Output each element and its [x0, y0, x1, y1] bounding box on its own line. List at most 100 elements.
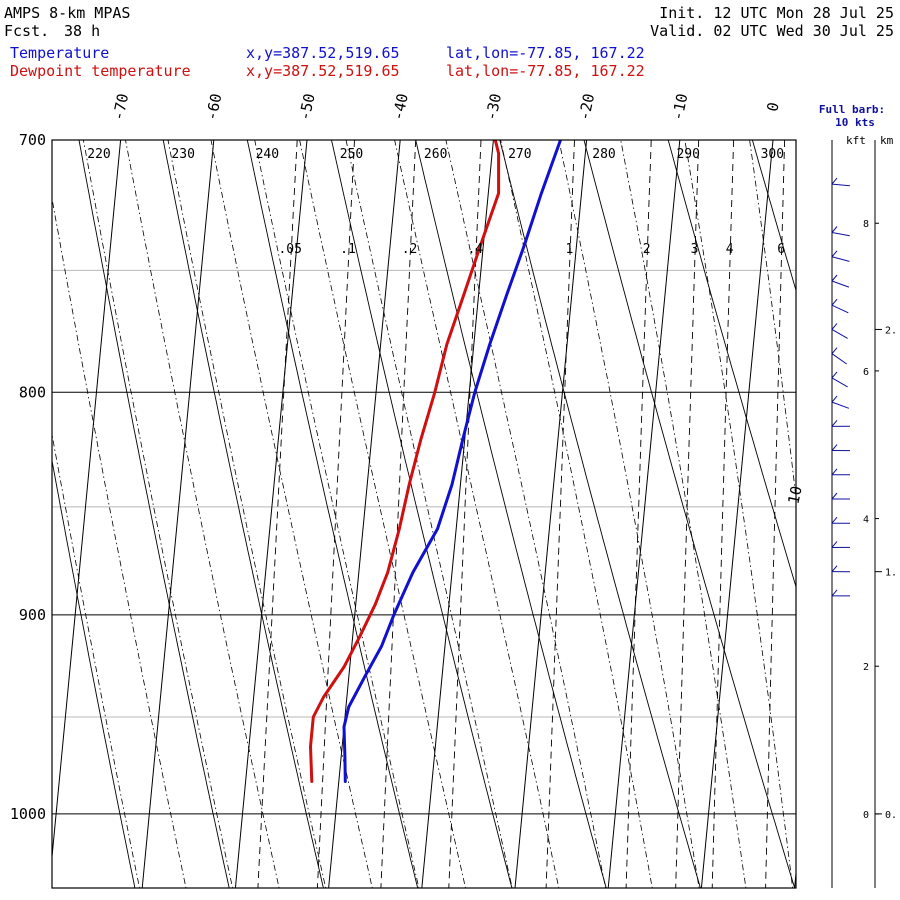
dry-adiabat-line — [331, 140, 513, 888]
mixing-ratio-label: 4 — [726, 242, 734, 257]
kft-axis-label: kft — [846, 134, 866, 147]
wind-barb-feather — [831, 347, 838, 355]
isotherm-line — [421, 140, 494, 888]
pressure-tick-label: 700 — [19, 131, 46, 149]
mixing-ratio-line — [711, 140, 735, 888]
isotherm-label: -10 — [668, 92, 691, 122]
saturated-adiabat-line — [167, 140, 327, 888]
mixing-ratio-line — [257, 140, 298, 888]
isotherm-line — [141, 140, 215, 888]
dry-adiabat-line — [78, 140, 230, 888]
wind-barb-feather — [831, 395, 838, 403]
isentrope-label: 280 — [592, 147, 615, 162]
wind-barb-feather — [831, 565, 838, 573]
dry-adiabat-line — [162, 140, 324, 888]
wind-barb — [831, 183, 850, 187]
wind-barb — [831, 353, 847, 365]
isotherm-label: -50 — [295, 92, 318, 122]
saturated-adiabat-line — [749, 140, 796, 501]
wind-barb — [831, 232, 850, 237]
wind-barb — [831, 256, 850, 262]
wind-barb-feather — [831, 419, 838, 427]
saturated-adiabat-line — [125, 140, 280, 888]
wind-barb-feather — [831, 274, 838, 282]
isotherm-line — [0, 140, 27, 888]
dry-adiabat-line — [828, 113, 900, 897]
saturated-adiabat-line — [558, 140, 700, 888]
saturated-adiabat-line — [345, 140, 513, 888]
pressure-tick-label: 1000 — [10, 805, 46, 823]
dry-adiabat-line — [52, 458, 136, 888]
isotherm-label: -60 — [202, 92, 225, 122]
wind-barb-feather — [831, 177, 838, 185]
wind-barb-feather — [831, 516, 838, 524]
km-axis-label: km — [880, 134, 894, 147]
wind-barb — [831, 377, 848, 388]
pressure-tick-label: 800 — [19, 383, 46, 401]
dry-adiabat-line — [583, 140, 796, 888]
kft-tick-label: 6 — [863, 367, 869, 378]
mixing-ratio-label: .05 — [278, 242, 301, 257]
saturated-adiabat-line — [299, 140, 466, 888]
legend-dewpoint-label: Dewpoint temperature — [10, 62, 191, 80]
isotherm-label: -30 — [482, 92, 505, 122]
wind-barb — [831, 329, 848, 339]
mixing-ratio-line — [316, 140, 355, 888]
kft-tick-label: 2 — [863, 662, 869, 673]
isotherm-label: -70 — [109, 92, 132, 122]
legend-temperature-label: Temperature — [10, 44, 110, 62]
km-tick-label: 1. — [885, 568, 897, 579]
wind-barb — [831, 304, 849, 314]
mixing-ratio-line — [380, 140, 417, 888]
wind-barb-feather — [831, 444, 838, 451]
mixing-ratio-label: 2 — [643, 242, 651, 257]
isotherm-line — [52, 140, 122, 862]
isotherm-line — [607, 140, 681, 888]
wind-barb-feather — [831, 589, 838, 597]
km-tick-label: 0. — [885, 810, 897, 821]
mixing-ratio-line — [765, 140, 786, 888]
kft-tick-label: 4 — [863, 515, 869, 526]
isotherm-line — [794, 868, 796, 888]
dry-adiabat-line — [499, 140, 701, 888]
saturated-adiabat-line — [394, 140, 560, 888]
wind-barb — [831, 401, 850, 409]
saturated-adiabat-line — [872, 113, 900, 897]
kft-tick-label: 0 — [863, 810, 869, 821]
wind-barb-feather — [831, 323, 838, 330]
isotherm-line — [514, 140, 588, 888]
dry-adiabat-line — [751, 140, 796, 292]
mixing-ratio-label: .4 — [467, 242, 483, 257]
temperature-profile-line — [342, 140, 562, 783]
km-tick-label: 2. — [885, 325, 897, 336]
model-title: AMPS 8-km MPAS — [4, 4, 131, 22]
isentrope-label: 300 — [761, 147, 784, 162]
saturated-adiabat-line — [52, 432, 140, 888]
wind-barb-feather — [831, 468, 838, 476]
legend-temperature-latlon: lat,lon=-77.85, 167.22 — [446, 44, 645, 62]
mixing-ratio-line — [545, 140, 575, 888]
saturated-adiabat-line — [684, 140, 794, 888]
barb-legend-line2: 10 kts — [835, 116, 875, 129]
saturated-adiabat-line — [500, 140, 653, 888]
mixing-ratio-label: 6 — [777, 242, 785, 257]
dry-adiabat-line — [246, 140, 419, 888]
dry-adiabat-line — [667, 140, 796, 589]
mixing-ratio-label: 3 — [691, 242, 699, 257]
wind-barb-feather — [831, 250, 838, 258]
isentrope-label: 260 — [424, 147, 447, 162]
legend-temperature-xy: x,y=387.52,519.65 — [246, 44, 400, 62]
forecast-label: Fcst. — [4, 22, 50, 40]
isentrope-label: 270 — [508, 147, 531, 162]
isentrope-label: 240 — [256, 147, 279, 162]
isentrope-label: 220 — [87, 147, 110, 162]
wind-barb-feather — [831, 371, 838, 379]
saturated-adiabat-line — [445, 140, 607, 888]
mixing-ratio-line — [448, 140, 482, 888]
legend-dewpoint-latlon: lat,lon=-77.85, 167.22 — [446, 62, 645, 80]
saturated-adiabat-line — [82, 140, 234, 888]
saturated-adiabat-line — [52, 196, 187, 888]
wind-barb-feather — [831, 298, 838, 306]
saturated-adiabat-line — [254, 140, 420, 888]
